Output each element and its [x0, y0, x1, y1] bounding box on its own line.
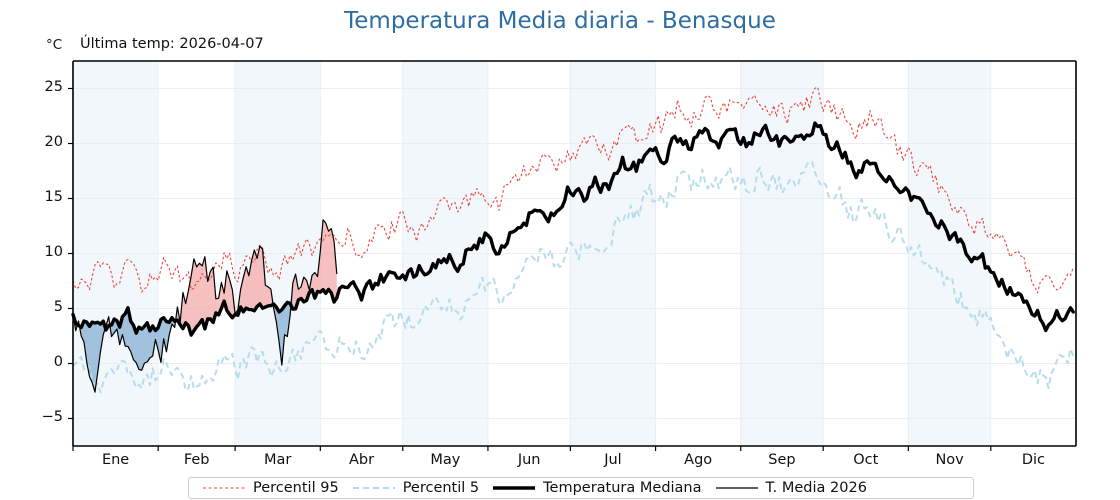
- legend-item[interactable]: Temperatura Mediana: [479, 478, 702, 498]
- x-tick-label: Sep: [768, 452, 796, 468]
- y-tick-label: 25: [44, 78, 63, 95]
- y-tick-label: 15: [44, 188, 63, 205]
- anomaly-fill-below: [81, 321, 106, 393]
- y-tick-label: 10: [44, 243, 63, 260]
- x-tick-label: May: [430, 452, 461, 468]
- y-tick-label: −5: [41, 408, 63, 425]
- anomaly-fill-above: [177, 246, 274, 336]
- x-tick-label: Jun: [517, 452, 541, 468]
- y-tick-label: 0: [53, 353, 63, 370]
- legend-swatch-solid-icon: [493, 482, 536, 494]
- legend-label: Temperatura Mediana: [543, 480, 702, 496]
- legend-label: Percentil 95: [253, 480, 339, 496]
- legend-item[interactable]: Percentil 95: [189, 478, 339, 498]
- page-title: Temperatura Media diaria - Benasque: [344, 8, 776, 34]
- chart-legend: Percentil 95 Percentil 5 Temperatura Media…: [188, 477, 974, 499]
- legend-item[interactable]: Percentil 5: [339, 478, 479, 498]
- series-line-percentil-5: [72, 160, 1075, 394]
- y-tick-label: 20: [44, 133, 63, 150]
- y-axis-unit-label: °C: [46, 37, 63, 53]
- y-tick-label: 5: [53, 298, 63, 315]
- legend-label: T. Media 2026: [765, 480, 867, 496]
- series-line-temperatura-mediana: [71, 121, 1075, 337]
- anomaly-fill-above: [292, 219, 337, 310]
- series-lines: [71, 86, 1075, 394]
- legend-label: Percentil 5: [402, 480, 480, 496]
- x-tick-label: Ene: [101, 452, 130, 468]
- x-tick-label: Ago: [684, 452, 713, 468]
- x-tick-label: Feb: [183, 452, 210, 468]
- x-tick-label: Mar: [264, 452, 292, 468]
- x-tick-label: Oct: [853, 452, 879, 468]
- axes: [68, 60, 1077, 451]
- x-tick-label: Abr: [348, 452, 375, 468]
- series-line-percentil-95: [72, 86, 1074, 294]
- last-temp-label: Última temp: 2026-04-07: [80, 36, 264, 52]
- x-tick-label: Dic: [1021, 452, 1045, 468]
- legend-swatch-dotted-icon: [203, 482, 245, 494]
- legend-swatch-solid-icon: [715, 482, 758, 494]
- x-tick-label: Nov: [935, 452, 964, 468]
- series-line-t-media-2026: [72, 219, 338, 393]
- legend-item[interactable]: T. Media 2026: [702, 478, 867, 498]
- x-tick-label: Jul: [604, 452, 622, 468]
- legend-swatch-dashed-icon: [352, 482, 395, 494]
